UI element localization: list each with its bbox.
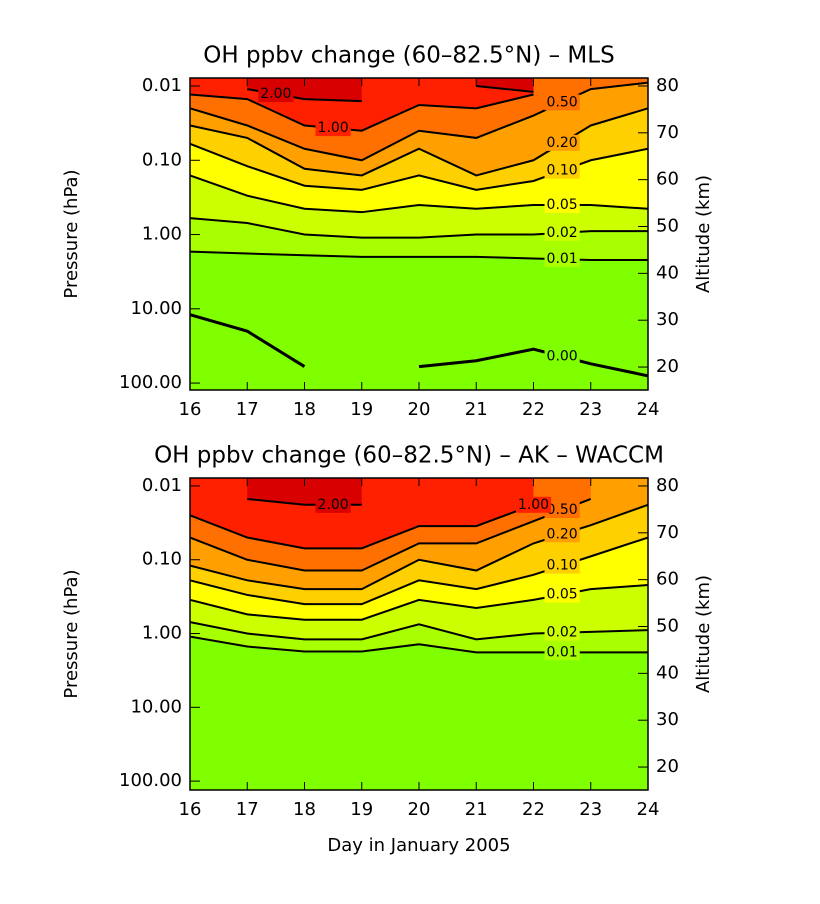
- contour-label-bg: [544, 526, 580, 543]
- chart-title: OH ppbv change (60–82.5°N) – AK – WACCM: [154, 443, 664, 469]
- y2-tick-label: 70: [656, 122, 679, 143]
- contour-line: [190, 313, 648, 378]
- x-tick-label: 23: [579, 799, 602, 820]
- y2-tick-label: 80: [656, 75, 679, 96]
- contour-label: 0.01: [547, 644, 578, 660]
- contour-band: [476, 78, 534, 92]
- contour-label-bg: [315, 120, 351, 137]
- y-tick-label: 1.00: [142, 224, 182, 245]
- x-tick-label: 20: [408, 799, 431, 820]
- x-tick-label: 24: [637, 799, 660, 820]
- plot-area: 0.01 0.02 0.05 0.10 0.20 0.501.00 2.00: [190, 478, 648, 790]
- y2-tick-label: 80: [656, 475, 679, 496]
- x-tick-label: 18: [293, 799, 316, 820]
- y-tick-label: 0.01: [142, 475, 182, 496]
- contour-label-bg: [544, 624, 580, 641]
- y2-tick-label: 40: [656, 262, 679, 283]
- contour-label-bg: [544, 94, 580, 111]
- plot-area: 0.00 0.01 0.02 0.05 0.10 0.20 0.50 1.00 2.00: [190, 78, 648, 390]
- contour-label: 0.50: [547, 502, 578, 518]
- y-tick-label: 100.00: [119, 372, 182, 393]
- x-tick-label: 16: [179, 799, 202, 820]
- contour-label-bg: [544, 586, 580, 603]
- x-axis-label: Day in January 2005: [327, 835, 510, 856]
- y2-tick-label: 30: [656, 309, 679, 330]
- contour-label: 0.20: [547, 135, 578, 151]
- y2-tick-label: 50: [656, 616, 679, 637]
- y-axis-label: Pressure (hPa): [61, 169, 82, 298]
- y2-tick-label: 20: [656, 356, 679, 377]
- contour-label: 0.02: [547, 225, 578, 241]
- x-tick-label: 22: [522, 399, 545, 420]
- x-tick-label: 19: [350, 799, 373, 820]
- x-tick-label: 19: [350, 399, 373, 420]
- x-tick-label: 21: [465, 399, 488, 420]
- y-tick-label: 10.00: [130, 298, 182, 319]
- contour-label-bg: [544, 251, 580, 268]
- y2-tick-label: 40: [656, 662, 679, 683]
- x-tick-label: 23: [579, 399, 602, 420]
- contour-label-bg: [544, 348, 580, 365]
- x-tick-label: 22: [522, 799, 545, 820]
- y2-axis-label: Altitude (km): [693, 175, 714, 293]
- contour-label-bg: [544, 162, 580, 179]
- x-tick-label: 17: [236, 399, 259, 420]
- y2-tick-label: 20: [656, 756, 679, 777]
- contour-label: 0.05: [547, 587, 578, 603]
- contour-label-bg: [544, 502, 580, 519]
- contour-label: 0.05: [547, 197, 578, 213]
- contour-label: 0.01: [547, 251, 578, 267]
- contour-label: 2.00: [318, 497, 349, 513]
- y2-axis-label: Altitude (km): [693, 575, 714, 693]
- x-tick-label: 24: [637, 399, 660, 420]
- contour-line: [190, 503, 534, 550]
- contour-label: 0.50: [547, 94, 578, 110]
- contour-line: [190, 498, 592, 572]
- contour-label-bg: [258, 86, 294, 103]
- contour-label-bg: [544, 644, 580, 661]
- contour-label-bg: [544, 557, 580, 574]
- contour-label-bg: [315, 496, 351, 513]
- contour-label: 0.10: [547, 558, 578, 574]
- y2-tick-label: 70: [656, 522, 679, 543]
- contour-band: [247, 78, 362, 102]
- y-tick-label: 0.01: [142, 75, 182, 96]
- contour-label-bg: [544, 134, 580, 151]
- contour-label: 0.02: [547, 625, 578, 641]
- y2-tick-label: 60: [656, 569, 679, 590]
- contour-label-bg: [544, 196, 580, 213]
- x-tick-label: 20: [408, 399, 431, 420]
- contour-line: [190, 93, 534, 132]
- x-tick-label: 16: [179, 399, 202, 420]
- y2-tick-label: 50: [656, 216, 679, 237]
- y-tick-label: 10.00: [130, 696, 182, 717]
- y-tick-label: 0.10: [142, 549, 182, 570]
- y-axis-label: Pressure (hPa): [61, 569, 82, 698]
- contour-label: 0.20: [547, 526, 578, 542]
- x-tick-label: 18: [293, 399, 316, 420]
- y-tick-label: 100.00: [119, 770, 182, 791]
- contour-label: 1.00: [518, 497, 549, 513]
- y2-tick-label: 30: [656, 709, 679, 730]
- chart-title: OH ppbv change (60–82.5°N) – MLS: [203, 43, 614, 69]
- y-tick-label: 0.10: [142, 149, 182, 170]
- contour-label-bg: [515, 496, 552, 513]
- y-tick-label: 1.00: [142, 623, 182, 644]
- x-tick-label: 21: [465, 799, 488, 820]
- contour-label: 0.10: [547, 163, 578, 179]
- x-tick-label: 17: [236, 799, 259, 820]
- contour-label: 0.00: [547, 348, 578, 364]
- contour-label-bg: [544, 224, 580, 241]
- contour-label: 2.00: [260, 86, 291, 102]
- y2-tick-label: 60: [656, 169, 679, 190]
- contour-label: 1.00: [318, 120, 349, 136]
